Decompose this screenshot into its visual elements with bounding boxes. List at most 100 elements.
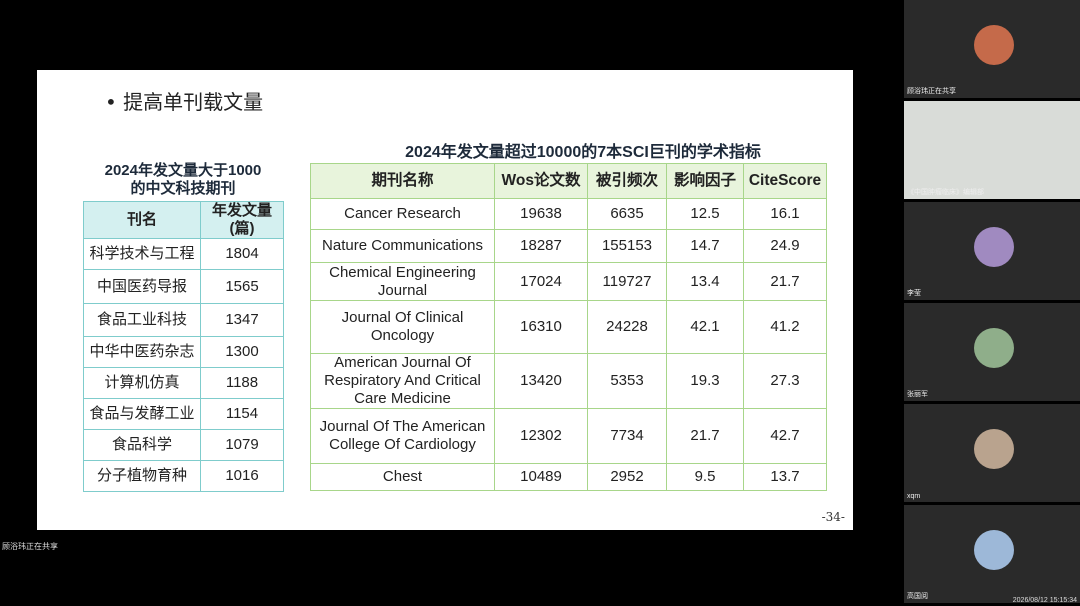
cell: 1016	[200, 460, 284, 492]
cell: 21.7	[743, 262, 827, 301]
avatar	[974, 429, 1014, 469]
avatar	[974, 227, 1014, 267]
header-cell: 年发文量 (篇)	[200, 201, 284, 239]
header-cell: 期刊名称	[310, 163, 495, 199]
cell: 中国医药导报	[83, 269, 201, 304]
cell: 16.1	[743, 198, 827, 230]
bullet: • 提高单刊载文量	[105, 90, 264, 114]
cell: 1804	[200, 238, 284, 270]
row: 中华中医药杂志 1300	[83, 336, 284, 368]
participant-name: 《中国肿瘤临床》编辑部	[907, 189, 984, 196]
cell: 12.5	[666, 198, 744, 230]
participant-tile: 高国阅	[904, 505, 1080, 603]
participant-tile: 顾浴玮正在共享	[904, 0, 1080, 98]
row: 科学技术与工程 1804	[83, 238, 284, 270]
cell: 42.1	[666, 300, 744, 354]
row: Chest 10489 2952 9.5 13.7	[310, 463, 827, 491]
cell: 中华中医药杂志	[83, 336, 201, 368]
cell: 16310	[494, 300, 588, 354]
header-cell: CiteScore	[743, 163, 827, 199]
cell: 24.9	[743, 229, 827, 263]
cell: 17024	[494, 262, 588, 301]
cell: 13.4	[666, 262, 744, 301]
header-row: 刊名 年发文量 (篇)	[83, 201, 284, 239]
header-cell: 被引频次	[587, 163, 667, 199]
slide: • 提高单刊载文量 2024年发文量大于1000 的中文科技期刊 2024年发文…	[37, 70, 853, 530]
cell: 分子植物育种	[83, 460, 201, 492]
cell: 10489	[494, 463, 588, 491]
cell: Chest	[310, 463, 495, 491]
cell: 24228	[587, 300, 667, 354]
cell: 1154	[200, 398, 284, 430]
header-row: 期刊名称 Wos论文数 被引频次 影响因子 CiteScore	[310, 163, 827, 199]
right-table-title: 2024年发文量超过10000的7本SCI巨刊的学术指标	[405, 144, 761, 161]
cell: 科学技术与工程	[83, 238, 201, 270]
cell: Cancer Research	[310, 198, 495, 230]
cell: 19.3	[666, 353, 744, 409]
cell: 食品科学	[83, 429, 201, 461]
row: Chemical Engineering Journal 17024 119727 1…	[310, 262, 827, 301]
cell: 155153	[587, 229, 667, 263]
row: American Journal Of Respiratory And Crit…	[310, 353, 827, 409]
cell: 1079	[200, 429, 284, 461]
cell: 7734	[587, 408, 667, 464]
cell: Nature Communications	[310, 229, 495, 263]
cell: Journal Of Clinical Oncology	[310, 300, 495, 354]
cell: 13.7	[743, 463, 827, 491]
right-table: 期刊名称 Wos论文数 被引频次 影响因子 CiteScore Cancer Resear…	[310, 163, 827, 491]
participant-name: xqm	[907, 493, 921, 500]
row: 食品科学 1079	[83, 429, 284, 461]
row: Cancer Research 19638 6635 12.5 16.1	[310, 198, 827, 230]
avatar	[974, 328, 1014, 368]
row: 食品与发酵工业 1154	[83, 398, 284, 430]
cell: Chemical Engineering Journal	[310, 262, 495, 301]
left-table: 刊名 年发文量 (篇) 科学技术与工程 1804 中国医药导报 1565 食品工业科技 134…	[83, 201, 284, 492]
cell: 41.2	[743, 300, 827, 354]
participant-name: 高国阅	[907, 593, 928, 600]
cell: 9.5	[666, 463, 744, 491]
participant-name: 顾浴玮正在共享	[907, 88, 956, 95]
participant-name: 张丽军	[907, 391, 928, 398]
cell: 12302	[494, 408, 588, 464]
cell: 1565	[200, 269, 284, 304]
cell: 1188	[200, 367, 284, 399]
cell: American Journal Of Respiratory And Crit…	[310, 353, 495, 409]
participant-tile: 李莹	[904, 202, 1080, 300]
cell: 119727	[587, 262, 667, 301]
header-cell: 刊名	[83, 201, 201, 239]
cell: 14.7	[666, 229, 744, 263]
header-cell: Wos论文数	[494, 163, 588, 199]
page-number: -34-	[821, 510, 845, 524]
share-status: 顾浴玮正在共享	[2, 542, 58, 551]
avatar	[974, 25, 1014, 65]
cell: 5353	[587, 353, 667, 409]
cell: 食品工业科技	[83, 303, 201, 337]
cell: 2952	[587, 463, 667, 491]
cell: 27.3	[743, 353, 827, 409]
cell: 18287	[494, 229, 588, 263]
row: Journal Of The American College Of Cardi…	[310, 408, 827, 464]
cell: Journal Of The American College Of Cardi…	[310, 408, 495, 464]
cell: 1347	[200, 303, 284, 337]
participant-tile: 张丽军	[904, 303, 1080, 401]
bullet-text: 提高单刊载文量	[123, 90, 264, 114]
row: 分子植物育种 1016	[83, 460, 284, 492]
cell: 21.7	[666, 408, 744, 464]
cell: 食品与发酵工业	[83, 398, 201, 430]
cell: 19638	[494, 198, 588, 230]
left-table-title: 2024年发文量大于1000 的中文科技期刊	[104, 162, 262, 197]
participant-name: 李莹	[907, 290, 921, 297]
row: 食品工业科技 1347	[83, 303, 284, 337]
cell: 13420	[494, 353, 588, 409]
row: 中国医药导报 1565	[83, 269, 284, 304]
participant-tile: 《中国肿瘤临床》编辑部	[904, 101, 1080, 199]
header-cell: 影响因子	[666, 163, 744, 199]
row: Nature Communications 18287 155153 14.7 24.9	[310, 229, 827, 263]
row: Journal Of Clinical Oncology 16310 24228 42…	[310, 300, 827, 354]
cell: 42.7	[743, 408, 827, 464]
participant-tile: xqm	[904, 404, 1080, 502]
cell: 6635	[587, 198, 667, 230]
timestamp: 2026/08/12 15:15:34	[1012, 597, 1077, 604]
row: 计算机仿真 1188	[83, 367, 284, 399]
